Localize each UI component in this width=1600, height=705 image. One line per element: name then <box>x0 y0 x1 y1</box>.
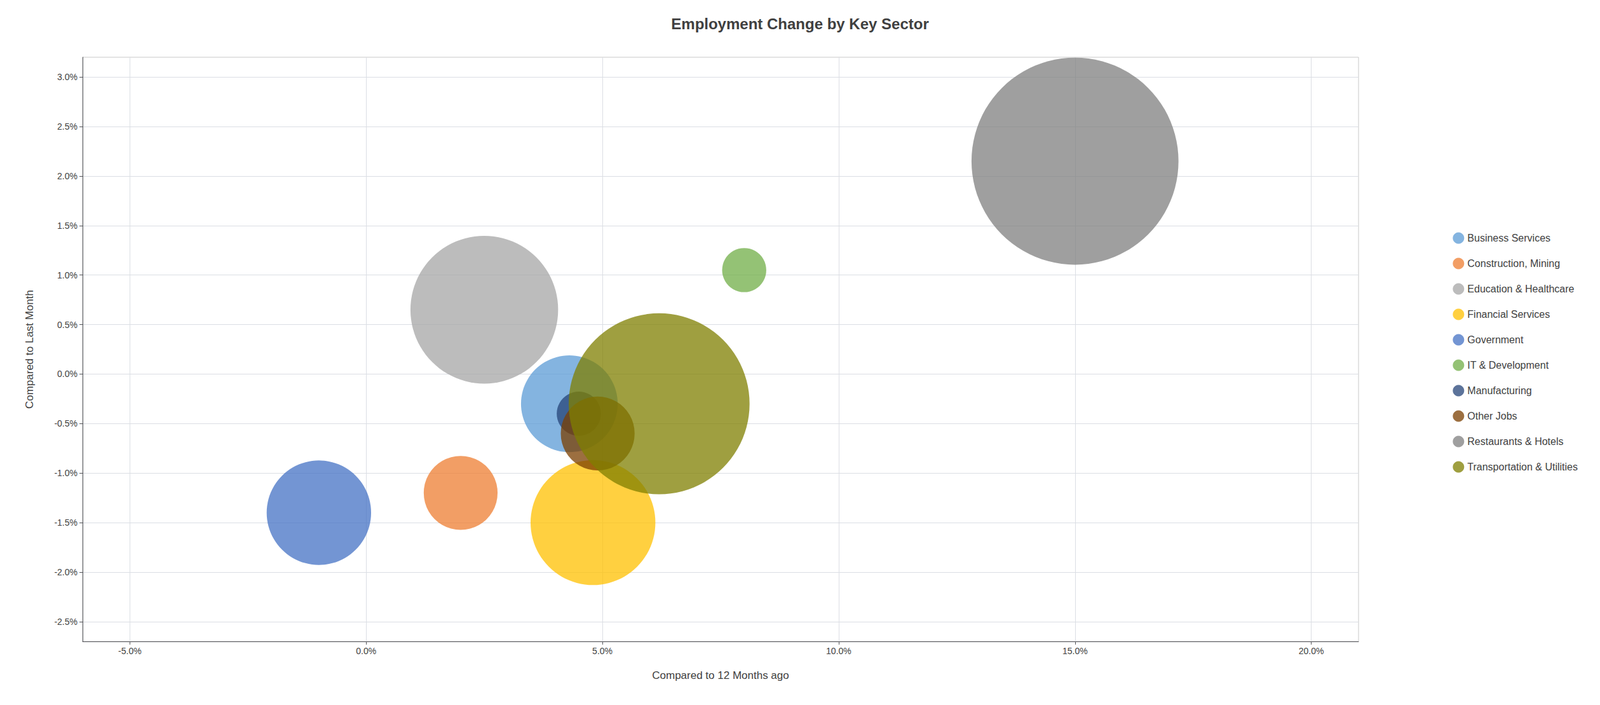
svg-text:Government: Government <box>1467 334 1524 346</box>
svg-text:0.0%: 0.0% <box>355 645 377 656</box>
svg-text:Restaurants & Hotels: Restaurants & Hotels <box>1467 435 1564 447</box>
svg-text:IT & Development: IT & Development <box>1467 359 1549 371</box>
svg-text:Financial Services: Financial Services <box>1467 308 1550 320</box>
svg-text:Education & Healthcare: Education & Healthcare <box>1467 283 1574 295</box>
svg-text:20.0%: 20.0% <box>1298 645 1325 656</box>
svg-text:Manufacturing: Manufacturing <box>1467 385 1532 396</box>
svg-text:2.0%: 2.0% <box>57 170 78 182</box>
svg-text:Employment Change by Key Secto: Employment Change by Key Sector <box>671 15 929 33</box>
svg-text:-5.0%: -5.0% <box>118 645 142 656</box>
svg-text:-1.0%: -1.0% <box>54 467 78 478</box>
svg-text:Compared to Last Month: Compared to Last Month <box>23 289 36 409</box>
svg-text:Construction, Mining: Construction, Mining <box>1467 257 1560 269</box>
svg-text:3.0%: 3.0% <box>57 71 78 82</box>
svg-text:0.5%: 0.5% <box>57 319 78 330</box>
svg-text:0.0%: 0.0% <box>57 368 78 379</box>
svg-text:15.0%: 15.0% <box>1062 645 1088 656</box>
svg-text:-1.5%: -1.5% <box>54 517 78 528</box>
svg-text:2.5%: 2.5% <box>57 121 78 132</box>
svg-text:Business Services: Business Services <box>1467 232 1551 244</box>
svg-text:-2.5%: -2.5% <box>54 616 78 627</box>
svg-text:5.0%: 5.0% <box>592 645 613 656</box>
svg-text:1.5%: 1.5% <box>57 220 78 231</box>
svg-text:Transportation & Utilities: Transportation & Utilities <box>1467 461 1578 473</box>
svg-text:Compared to 12 Months ago: Compared to 12 Months ago <box>651 669 789 682</box>
svg-text:10.0%: 10.0% <box>826 645 852 656</box>
svg-text:1.0%: 1.0% <box>57 270 78 281</box>
svg-text:Other Jobs: Other Jobs <box>1467 410 1517 422</box>
svg-text:-2.0%: -2.0% <box>54 566 78 577</box>
svg-text:-0.5%: -0.5% <box>54 418 78 429</box>
